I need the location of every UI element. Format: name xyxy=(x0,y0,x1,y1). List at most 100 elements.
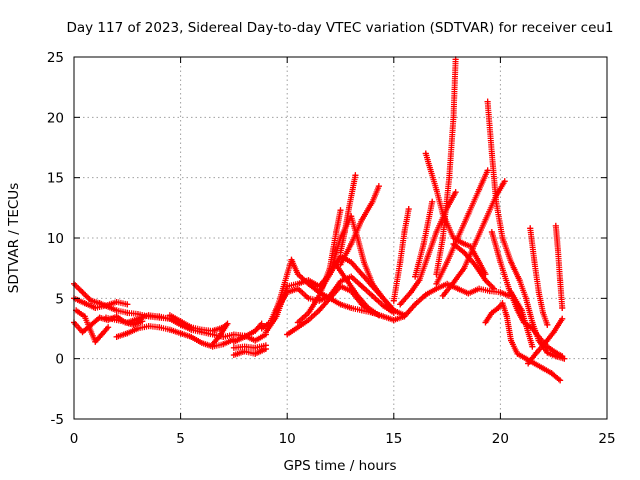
data-point xyxy=(166,312,173,319)
data-point xyxy=(452,189,459,196)
data-point xyxy=(529,319,536,326)
data-point xyxy=(96,314,103,321)
data-point xyxy=(488,309,495,316)
data-point xyxy=(316,307,323,314)
data-point xyxy=(215,333,222,340)
data-point xyxy=(508,259,515,266)
data-point xyxy=(471,241,478,248)
data-point xyxy=(552,222,559,229)
data-point xyxy=(209,327,216,334)
data-point xyxy=(241,348,248,355)
data-point xyxy=(134,325,141,332)
data-point xyxy=(198,339,205,346)
data-point xyxy=(554,247,561,254)
data-point xyxy=(230,344,237,351)
data-point xyxy=(499,300,506,307)
data-point xyxy=(92,338,99,345)
data-point xyxy=(358,271,365,278)
data-point xyxy=(252,327,259,334)
data-point xyxy=(230,352,237,359)
data-point xyxy=(224,320,231,327)
data-point xyxy=(124,301,131,308)
data-point xyxy=(262,346,269,353)
data-point xyxy=(493,198,500,205)
series-track-31 xyxy=(482,300,564,384)
data-series xyxy=(71,56,568,384)
data-point xyxy=(113,307,120,314)
data-point xyxy=(358,283,365,290)
data-point xyxy=(444,280,451,287)
data-point xyxy=(548,370,555,377)
data-point xyxy=(518,307,525,314)
data-point xyxy=(424,253,431,260)
data-point xyxy=(422,291,429,298)
chart-title: Day 117 of 2023, Sidereal Day-to-day VTE… xyxy=(66,20,613,36)
data-point xyxy=(471,261,478,268)
data-point xyxy=(369,292,376,299)
y-tick-label: 10 xyxy=(47,231,64,247)
data-point xyxy=(533,349,540,356)
data-point xyxy=(305,295,312,302)
data-point xyxy=(294,271,301,278)
data-point xyxy=(439,292,446,299)
series-track-10 xyxy=(230,320,265,345)
data-point xyxy=(102,314,109,321)
data-point xyxy=(348,273,355,280)
data-point xyxy=(92,304,99,311)
data-point xyxy=(252,344,259,351)
data-point xyxy=(188,324,195,331)
data-point xyxy=(484,98,491,105)
data-point xyxy=(557,377,564,384)
data-point xyxy=(501,178,508,185)
data-point xyxy=(81,313,88,320)
data-point xyxy=(341,228,348,235)
x-tick-label: 25 xyxy=(598,431,615,447)
data-point xyxy=(252,337,259,344)
data-point xyxy=(81,300,88,307)
data-point xyxy=(113,298,120,305)
data-point xyxy=(262,329,269,336)
data-point xyxy=(444,259,451,266)
data-point xyxy=(486,288,493,295)
data-point xyxy=(544,343,551,350)
series-markers xyxy=(390,206,412,304)
data-point xyxy=(407,289,414,296)
data-point xyxy=(461,265,468,272)
data-point xyxy=(354,292,361,299)
data-point xyxy=(476,285,483,292)
data-point xyxy=(380,295,387,302)
data-point xyxy=(343,277,350,284)
data-point xyxy=(535,289,542,296)
data-point xyxy=(258,325,265,332)
series-track-33 xyxy=(552,222,566,311)
data-point xyxy=(220,341,227,348)
data-point xyxy=(433,228,440,235)
data-point xyxy=(337,249,344,256)
series-track-35 xyxy=(508,289,536,350)
series-track-04 xyxy=(73,307,112,345)
data-point xyxy=(375,183,382,190)
data-point xyxy=(433,186,440,193)
data-point xyxy=(358,307,365,314)
x-tick-label: 5 xyxy=(176,431,185,447)
data-point xyxy=(476,186,483,193)
data-point xyxy=(482,277,489,284)
data-point xyxy=(145,312,152,319)
series-track-17 xyxy=(337,183,382,268)
data-point xyxy=(422,150,429,157)
series-track-21 xyxy=(390,206,412,304)
data-point xyxy=(465,210,472,217)
data-point xyxy=(294,319,301,326)
data-point xyxy=(337,207,344,214)
data-point xyxy=(522,355,529,362)
data-point xyxy=(439,235,446,241)
data-point xyxy=(326,271,333,278)
data-point xyxy=(360,259,367,266)
data-point xyxy=(420,241,427,248)
data-point xyxy=(412,301,419,308)
series-track-26 xyxy=(433,167,491,287)
data-point xyxy=(531,360,538,367)
data-point xyxy=(540,309,547,316)
x-axis: 0 5 10 15 20 25 xyxy=(70,57,616,447)
